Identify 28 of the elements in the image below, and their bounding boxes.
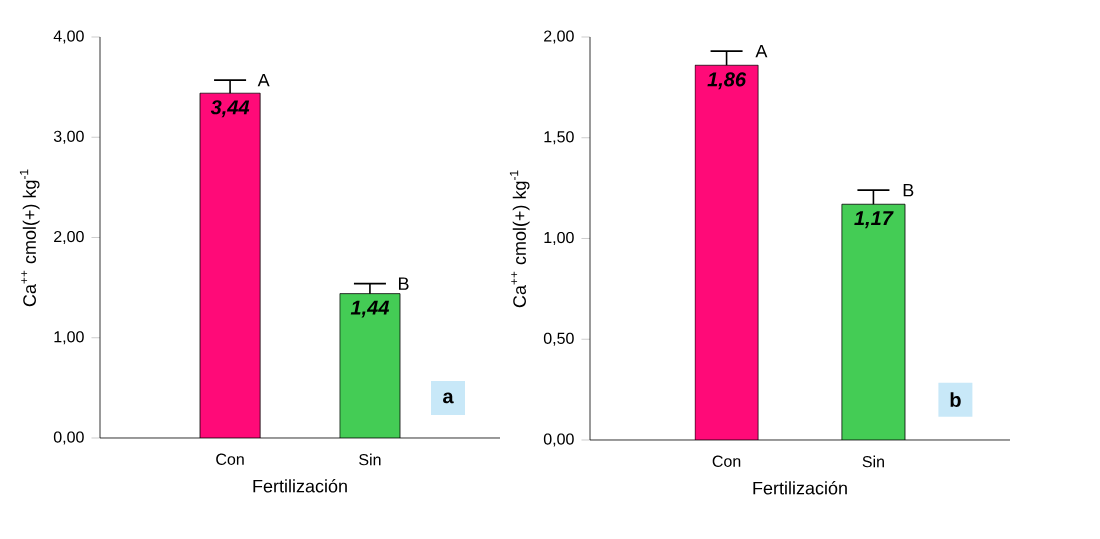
data-label: 1,17 <box>854 211 894 229</box>
y-tick-label: 2,00 <box>54 230 84 245</box>
x-tick-label: Con <box>216 453 244 465</box>
annotation: B <box>903 183 914 197</box>
annotation: b <box>950 392 961 408</box>
data-label: 1,86 <box>707 72 747 90</box>
y-tick-label: 1,00 <box>54 331 84 345</box>
x-tick-label: Sin <box>862 455 884 468</box>
x-axis-title: Fertilización <box>753 481 847 495</box>
y-tick-label: 0,50 <box>543 332 574 346</box>
annotation: A <box>257 73 270 87</box>
data-label: 1,44 <box>350 300 390 318</box>
annotation: A <box>755 44 768 58</box>
annotation: a <box>443 392 454 404</box>
y-tick-label: 1,00 <box>544 231 574 246</box>
x-axis-title: Fertilización <box>253 479 347 493</box>
x-tick-label: Con <box>712 455 741 467</box>
y-tick-label: 2,00 <box>544 30 574 44</box>
y-axis-title: Ca$^{++}$ cmol(+) kg$^{-1}$ <box>509 170 530 308</box>
y-tick-label: 0,00 <box>53 431 84 445</box>
y-tick-label: 3,00 <box>53 130 84 144</box>
y-tick-label: 0,00 <box>543 433 574 447</box>
y-tick-label: 4,00 <box>53 30 84 44</box>
y-axis-title: Ca$^{++}$ cmol(+) kg$^{-1}$ <box>19 169 40 307</box>
annotation: B <box>398 277 409 290</box>
y-tick-label: 1,50 <box>544 131 574 145</box>
data-label: 3,44 <box>210 100 250 118</box>
x-tick-label: Sin <box>359 453 381 466</box>
